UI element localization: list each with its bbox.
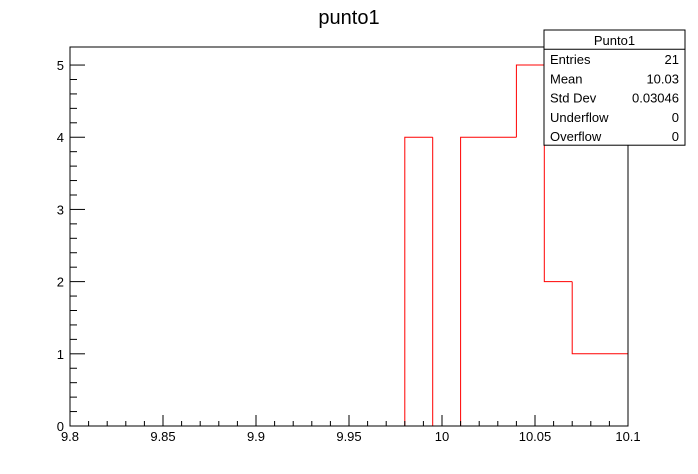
- stats-row-value: 0: [672, 110, 679, 125]
- stats-row-label: Mean: [550, 71, 583, 86]
- histogram-bin: [432, 137, 461, 427]
- x-tick-label: 9.85: [150, 429, 175, 444]
- y-tick-label: 1: [57, 347, 64, 362]
- chart-title: punto1: [318, 7, 379, 29]
- stats-row-label: Overflow: [550, 129, 602, 144]
- y-tick-label: 2: [57, 275, 64, 290]
- x-tick-label: 10.05: [519, 429, 552, 444]
- axes: 9.8 9.85 9.9 9.95 10 10.05 10.1 0 1 2 3 4 5: [57, 58, 641, 444]
- y-tick-label: 3: [57, 202, 64, 217]
- x-tick-label: 10: [435, 429, 449, 444]
- histogram-bin: [460, 136, 517, 426]
- histogram-bin: [571, 281, 628, 355]
- stats-row-value: 21: [665, 52, 679, 67]
- x-tick-label: 9.9: [247, 429, 265, 444]
- y-tick-label: 5: [57, 58, 64, 73]
- stats-row-label: Underflow: [550, 110, 609, 125]
- stats-row-value: 10.03: [646, 71, 679, 86]
- x-tick-label: 9.95: [336, 429, 361, 444]
- y-tick-label: 0: [57, 419, 64, 434]
- x-tick-label: 9.8: [61, 429, 79, 444]
- y-tick-label: 4: [57, 130, 64, 145]
- histogram-bin: [515, 64, 545, 138]
- histogram-bin: [404, 136, 433, 426]
- stats-row-value: 0: [672, 129, 679, 144]
- x-tick-label: 10.1: [615, 429, 640, 444]
- stats-row-label: Entries: [550, 52, 591, 67]
- stats-row-value: 0.03046: [632, 91, 679, 106]
- stats-row-label: Std Dev: [550, 91, 597, 106]
- stats-box-title: Punto1: [594, 33, 635, 48]
